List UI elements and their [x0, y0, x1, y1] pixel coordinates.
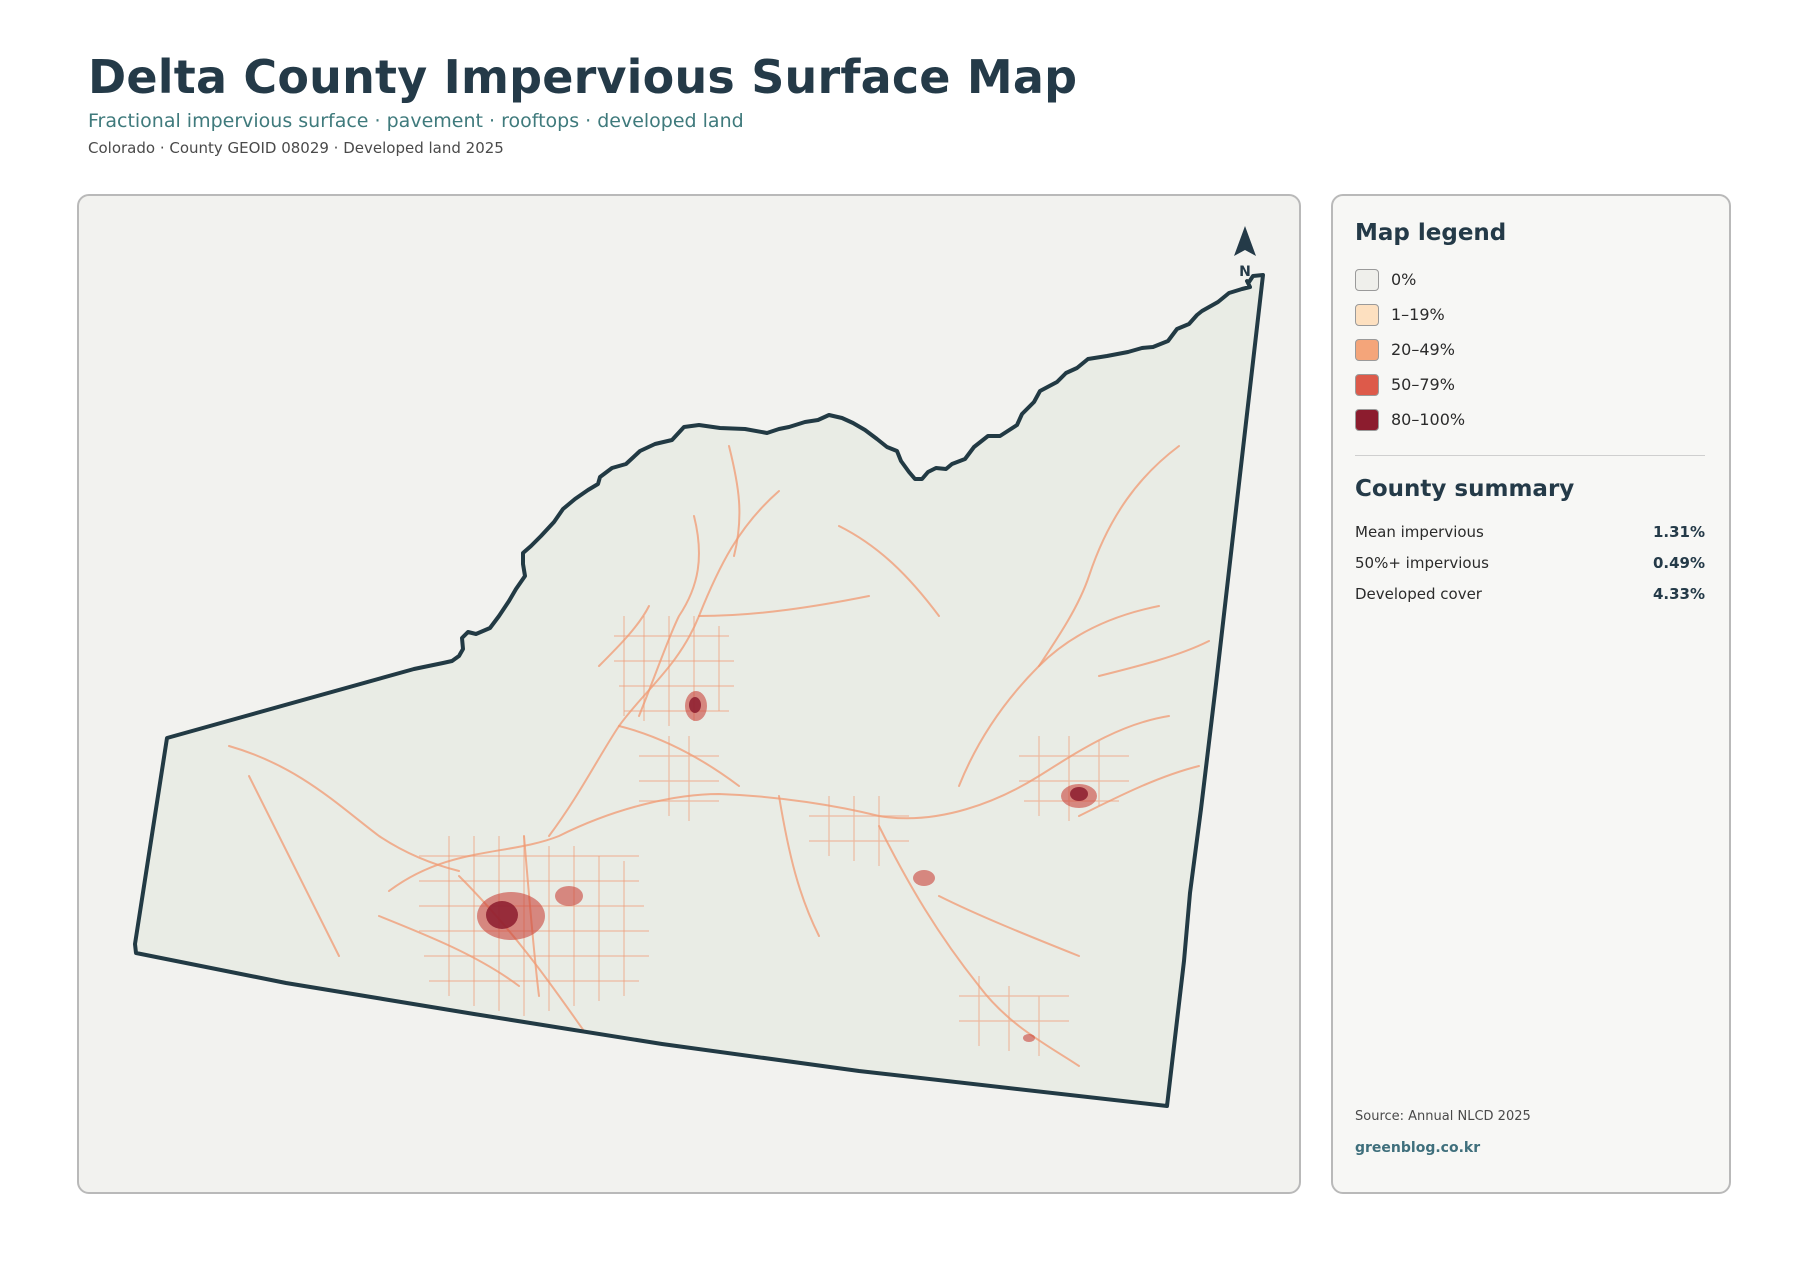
legend-item: 0% — [1355, 262, 1705, 297]
legend-swatch — [1355, 268, 1379, 291]
town-crawford — [1023, 1034, 1035, 1042]
town-delta-core — [486, 901, 518, 929]
legend-label: 80–100% — [1391, 410, 1466, 429]
summary-label: 50%+ impervious — [1355, 553, 1489, 572]
legend-swatch — [1355, 303, 1379, 326]
county-outline — [133, 273, 1265, 1108]
legend-swatch — [1355, 373, 1379, 396]
summary-label: Mean impervious — [1355, 522, 1484, 541]
legend-label: 0% — [1391, 270, 1417, 289]
town-orchard-city — [555, 886, 583, 906]
legend-item: 1–19% — [1355, 297, 1705, 332]
legend-label: 20–49% — [1391, 340, 1455, 359]
legend-list: 0% 1–19% 20–49% 50–79% 80–100% — [1355, 262, 1705, 437]
summary-value: 0.49% — [1652, 553, 1705, 572]
north-arrow: N — [1234, 226, 1256, 280]
credit-link[interactable]: greenblog.co.kr — [1355, 1140, 1481, 1156]
legend-swatch — [1355, 408, 1379, 431]
summary-row: Developed cover 4.33% — [1355, 578, 1705, 609]
north-arrow-icon — [1234, 226, 1256, 256]
legend-item: 20–49% — [1355, 332, 1705, 367]
legend-item: 80–100% — [1355, 402, 1705, 437]
legend-item: 50–79% — [1355, 367, 1705, 402]
town-hotchkiss — [913, 870, 935, 886]
town-paonia-core — [1070, 787, 1088, 801]
legend-divider — [1355, 455, 1705, 456]
urban-areas — [477, 691, 1097, 1042]
summary-title: County summary — [1355, 476, 1575, 502]
page-header: Delta County Impervious Surface Map Frac… — [88, 48, 1688, 158]
county-map[interactable]: N — [79, 196, 1301, 1194]
summary-row: Mean impervious 1.31% — [1355, 516, 1705, 547]
north-label: N — [1239, 264, 1251, 280]
page-title: Delta County Impervious Surface Map — [88, 50, 1078, 104]
legend-label: 1–19% — [1391, 305, 1445, 324]
legend-panel: Map legend 0% 1–19% 20–49% 50–79% 80–100… — [1331, 194, 1731, 1194]
summary-value: 1.31% — [1652, 522, 1705, 541]
road-network — [228, 445, 1210, 1067]
map-panel[interactable]: N — [77, 194, 1301, 1194]
town-cedaredge-core — [689, 697, 701, 713]
page-meta: Colorado · County GEOID 08029 · Develope… — [88, 139, 504, 157]
legend-swatch — [1355, 338, 1379, 361]
legend-label: 50–79% — [1391, 375, 1455, 394]
summary-row: 50%+ impervious 0.49% — [1355, 547, 1705, 578]
source-note: Source: Annual NLCD 2025 — [1355, 1109, 1531, 1124]
summary-label: Developed cover — [1355, 584, 1482, 603]
page-subtitle: Fractional impervious surface · pavement… — [88, 110, 744, 132]
county-fill — [135, 275, 1263, 1106]
legend-title: Map legend — [1355, 220, 1507, 246]
summary-value: 4.33% — [1652, 584, 1705, 603]
